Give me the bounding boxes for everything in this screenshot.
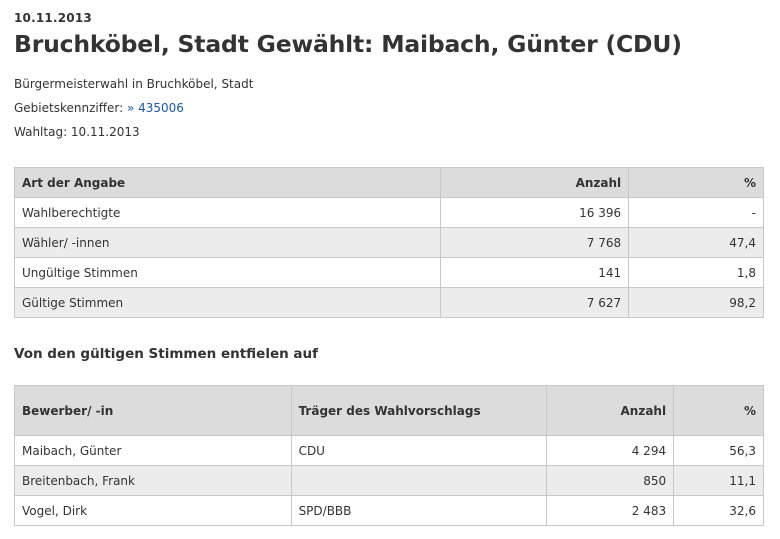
- election-description: Bürgermeisterwahl in Bruchköbel, Stadt: [14, 77, 254, 91]
- election-day: Wahltag: 10.11.2013: [14, 125, 140, 139]
- table-cell: 7 768: [440, 227, 630, 258]
- table-cell: Vogel, Dirk: [14, 495, 292, 526]
- column-header: Bewerber/ -in: [14, 385, 292, 436]
- table-cell: 1,8: [628, 257, 764, 288]
- table-cell: 7 627: [440, 287, 630, 318]
- table-cell: Wahlberechtigte: [13, 197, 442, 228]
- table-cell: [290, 465, 548, 496]
- table-cell: 32,6: [673, 495, 764, 526]
- column-header: %: [628, 167, 764, 198]
- table-row: Ungültige Stimmen 141 1,8: [13, 257, 764, 288]
- table-cell: -: [628, 197, 764, 228]
- column-header: Träger des Wahlvorschlags: [290, 385, 548, 436]
- election-date: 10.11.2013: [14, 11, 92, 25]
- summary-table: Art der Angabe Anzahl % Wahlberechtigte …: [13, 167, 764, 318]
- table-row: Wähler/ -innen 7 768 47,4: [13, 227, 764, 258]
- table-cell: Breitenbach, Frank: [14, 465, 292, 496]
- column-header: Art der Angabe: [13, 167, 442, 198]
- table-row: Gültige Stimmen 7 627 98,2: [13, 287, 764, 318]
- table-cell: Maibach, Günter: [14, 435, 292, 466]
- area-code-row: Gebietskennziffer: » 435006: [14, 101, 184, 115]
- table-row: Wahlberechtigte 16 396 -: [13, 197, 764, 228]
- table-cell: 47,4: [628, 227, 764, 258]
- table-cell: Gültige Stimmen: [13, 287, 442, 318]
- table-cell: SPD/BBB: [290, 495, 548, 526]
- table-cell: 16 396: [440, 197, 630, 228]
- table-header-row: Art der Angabe Anzahl %: [13, 167, 764, 198]
- table-cell: 11,1: [673, 465, 764, 496]
- area-code-link[interactable]: » 435006: [126, 101, 184, 115]
- table-cell: 56,3: [673, 435, 764, 466]
- table-cell: CDU: [290, 435, 548, 466]
- table-cell: 141: [440, 257, 630, 288]
- table-row: Maibach, Günter CDU 4 294 56,3: [14, 435, 764, 466]
- table-cell: Ungültige Stimmen: [13, 257, 442, 288]
- table-row: Vogel, Dirk SPD/BBB 2 483 32,6: [14, 495, 764, 526]
- table-cell: Wähler/ -innen: [13, 227, 442, 258]
- area-code-label: Gebietskennziffer:: [14, 101, 124, 115]
- column-header: Anzahl: [546, 385, 675, 436]
- column-header: %: [673, 385, 764, 436]
- table-cell: 4 294: [546, 435, 675, 466]
- table-cell: 850: [546, 465, 675, 496]
- table-header-row: Bewerber/ -in Träger des Wahlvorschlags …: [14, 385, 764, 436]
- page-title: Bruchköbel, Stadt Gewählt: Maibach, Günt…: [14, 30, 682, 58]
- column-header: Anzahl: [440, 167, 630, 198]
- table-row: Breitenbach, Frank 850 11,1: [14, 465, 764, 496]
- table-cell: 98,2: [628, 287, 764, 318]
- section-heading: Von den gültigen Stimmen entfielen auf: [14, 346, 319, 362]
- table-cell: 2 483: [546, 495, 675, 526]
- candidates-table: Bewerber/ -in Träger des Wahlvorschlags …: [14, 385, 764, 526]
